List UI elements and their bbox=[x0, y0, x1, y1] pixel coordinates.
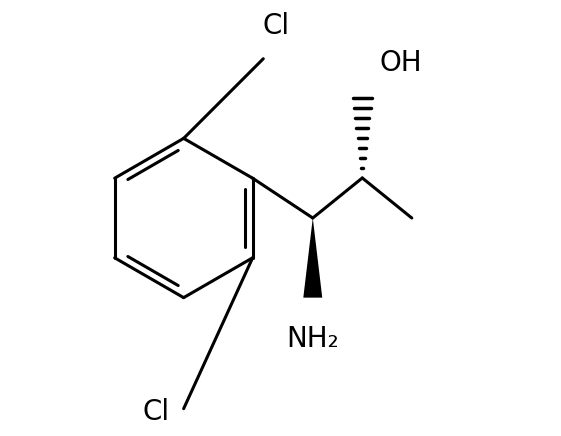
Text: Cl: Cl bbox=[263, 13, 290, 41]
Text: Cl: Cl bbox=[142, 398, 169, 426]
Text: NH₂: NH₂ bbox=[287, 324, 339, 353]
Polygon shape bbox=[304, 218, 322, 298]
Text: OH: OH bbox=[380, 49, 422, 77]
